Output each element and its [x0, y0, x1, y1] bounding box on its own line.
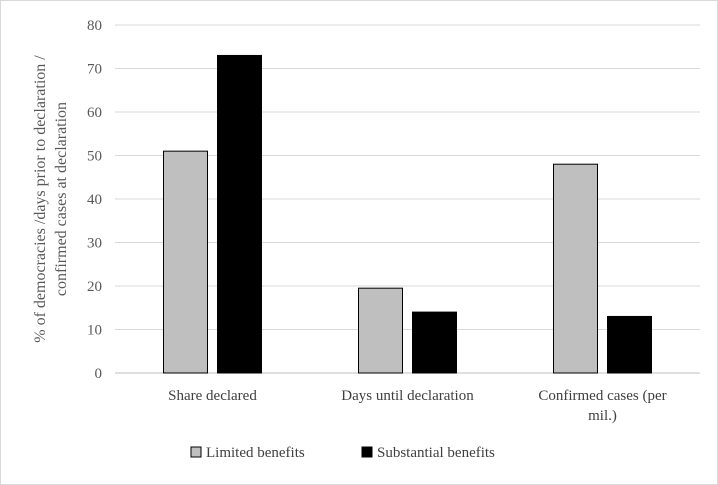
y-tick-label: 80 — [87, 18, 102, 34]
y-tick-label: 60 — [87, 105, 102, 121]
bar — [163, 150, 208, 374]
y-tick-label: 10 — [87, 323, 102, 339]
legend-label: Substantial benefits — [377, 445, 495, 461]
x-category-label: Confirmed cases (per mil.) — [538, 388, 666, 424]
bar — [358, 287, 403, 374]
bar — [412, 311, 457, 374]
legend-swatch — [190, 446, 202, 458]
y-tick-label: 50 — [87, 149, 102, 165]
legend-swatch — [361, 446, 373, 458]
bar — [217, 54, 262, 374]
x-category-label: Days until declaration — [341, 388, 474, 404]
y-axis-title: % of democracies /days prior to declarat… — [32, 55, 70, 343]
x-category-label: Share declared — [168, 388, 257, 404]
y-tick-label: 20 — [87, 279, 102, 295]
legend-label: Limited benefits — [206, 445, 305, 461]
bar — [553, 163, 598, 374]
y-tick-label: 70 — [87, 62, 102, 78]
y-tick-label: 40 — [87, 192, 102, 208]
y-tick-label: 0 — [95, 366, 103, 382]
y-tick-label: 30 — [87, 236, 102, 252]
bar — [607, 315, 652, 374]
